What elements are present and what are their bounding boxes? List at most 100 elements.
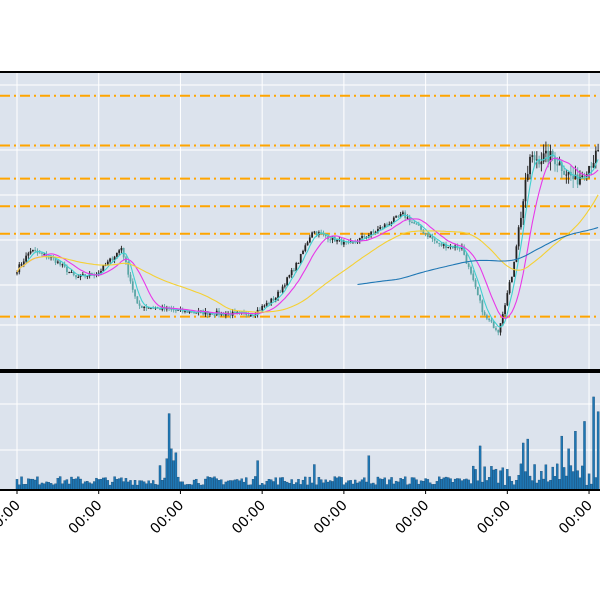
candle-body-255: [594, 150, 597, 163]
volume-bar-28: [79, 478, 82, 491]
volume-bar-70: [174, 452, 178, 491]
volume-bar-2: [20, 476, 23, 491]
volume-bar-247: [576, 470, 579, 491]
candle-body-46: [120, 247, 123, 251]
candle-body-131: [313, 231, 316, 233]
candle-body-237: [554, 156, 556, 165]
volume-bar-101: [245, 477, 248, 491]
volume-bar-26: [74, 478, 78, 491]
candle-body-132: [315, 231, 318, 235]
candle-body-204: [479, 295, 481, 301]
candle-body-246: [574, 174, 577, 180]
candle-body-70: [175, 310, 177, 312]
candle-body-214: [501, 314, 504, 324]
x-tick-label-6: 00:00: [474, 498, 514, 538]
volume-bar-95: [231, 480, 234, 491]
volume-bar-181: [426, 479, 430, 491]
candle-body-43: [113, 256, 116, 261]
candle-body-187: [440, 243, 443, 246]
candle-body-55: [140, 305, 143, 308]
volume-bar-22: [65, 479, 69, 491]
candle-body-14: [47, 257, 50, 259]
volume-bar-121: [290, 479, 293, 491]
volume-bar-13: [45, 481, 48, 491]
candle-body-173: [408, 217, 411, 222]
candle-body-22: [66, 266, 68, 273]
volume-bar-154: [365, 481, 368, 491]
candle-body-109: [263, 305, 266, 307]
volume-bar-254: [592, 396, 595, 491]
volume-bar-111: [267, 479, 271, 491]
volume-bar-66: [165, 458, 169, 491]
volume-bar-65: [163, 477, 166, 491]
volume-bar-206: [483, 466, 486, 491]
candle-body-85: [209, 313, 211, 315]
candle-body-212: [497, 329, 500, 333]
volume-bar-197: [462, 479, 466, 491]
candle-body-186: [438, 242, 441, 244]
volume-bar-133: [317, 477, 321, 491]
candle-body-114: [274, 297, 277, 301]
volume-bar-185: [435, 481, 439, 491]
volume-bar-93: [226, 480, 230, 491]
candle-body-29: [81, 274, 84, 276]
candle-body-75: [186, 310, 189, 313]
candle-body-195: [458, 248, 461, 250]
candle-body-221: [517, 227, 520, 247]
volume-bar-192: [451, 482, 455, 491]
volume-bar-201: [472, 465, 475, 491]
volume-bar-104: [251, 479, 255, 491]
candle-body-118: [283, 285, 286, 287]
volume-bar-149: [354, 479, 357, 491]
candle-body-199: [467, 263, 470, 267]
volume-bar-25: [72, 478, 75, 491]
volume-bar-159: [376, 476, 380, 491]
volume-bar-198: [465, 478, 468, 491]
volume-bar-105: [254, 476, 257, 491]
volume-bar-195: [458, 478, 461, 491]
candle-body-87: [213, 314, 216, 316]
candle-body-180: [424, 233, 427, 235]
candle-body-51: [131, 281, 134, 290]
volume-bar-203: [476, 480, 480, 491]
candle-body-146: [347, 242, 350, 244]
volume-bar-69: [172, 460, 175, 491]
ma-line-120: [357, 226, 599, 286]
volume-bar-143: [340, 477, 343, 491]
moving-average-lines: [16, 154, 599, 328]
volume-bar-239: [558, 479, 561, 491]
candle-body-23: [68, 272, 71, 274]
volume-bar-38: [102, 477, 105, 491]
candle-body-4: [25, 255, 27, 262]
candle-body-161: [381, 227, 384, 229]
volume-bar-126: [301, 479, 305, 491]
candle-body-252: [588, 165, 590, 175]
candle-body-27: [77, 277, 80, 279]
candle-body-153: [363, 236, 366, 238]
price-grid: [0, 72, 600, 370]
candle-body-41: [109, 258, 111, 262]
volume-bar-127: [304, 476, 307, 491]
volume-bar-174: [410, 477, 414, 491]
candle-body-56: [143, 306, 146, 308]
volume-bar-186: [438, 476, 441, 491]
volume-bar-225: [526, 438, 529, 491]
candle-body-226: [529, 156, 531, 175]
volume-bar-204: [478, 445, 482, 491]
volume-bar-32: [88, 482, 91, 491]
volume-bar-245: [571, 471, 575, 491]
candle-body-44: [115, 252, 118, 257]
volume-bar-151: [358, 481, 361, 491]
volume-bar-217: [508, 476, 511, 491]
candle-body-167: [395, 216, 397, 218]
volume-bar-161: [381, 479, 384, 491]
candle-body-20: [61, 264, 64, 266]
candle-body-68: [170, 308, 173, 310]
candle-body-120: [288, 275, 291, 278]
candle-body-104: [252, 315, 254, 317]
volume-bar-140: [333, 476, 336, 491]
candle-body-218: [510, 276, 513, 283]
volume-bar-42: [111, 481, 114, 491]
volume-bar-79: [195, 478, 198, 491]
x-tick-label-4: 00:00: [311, 498, 351, 538]
